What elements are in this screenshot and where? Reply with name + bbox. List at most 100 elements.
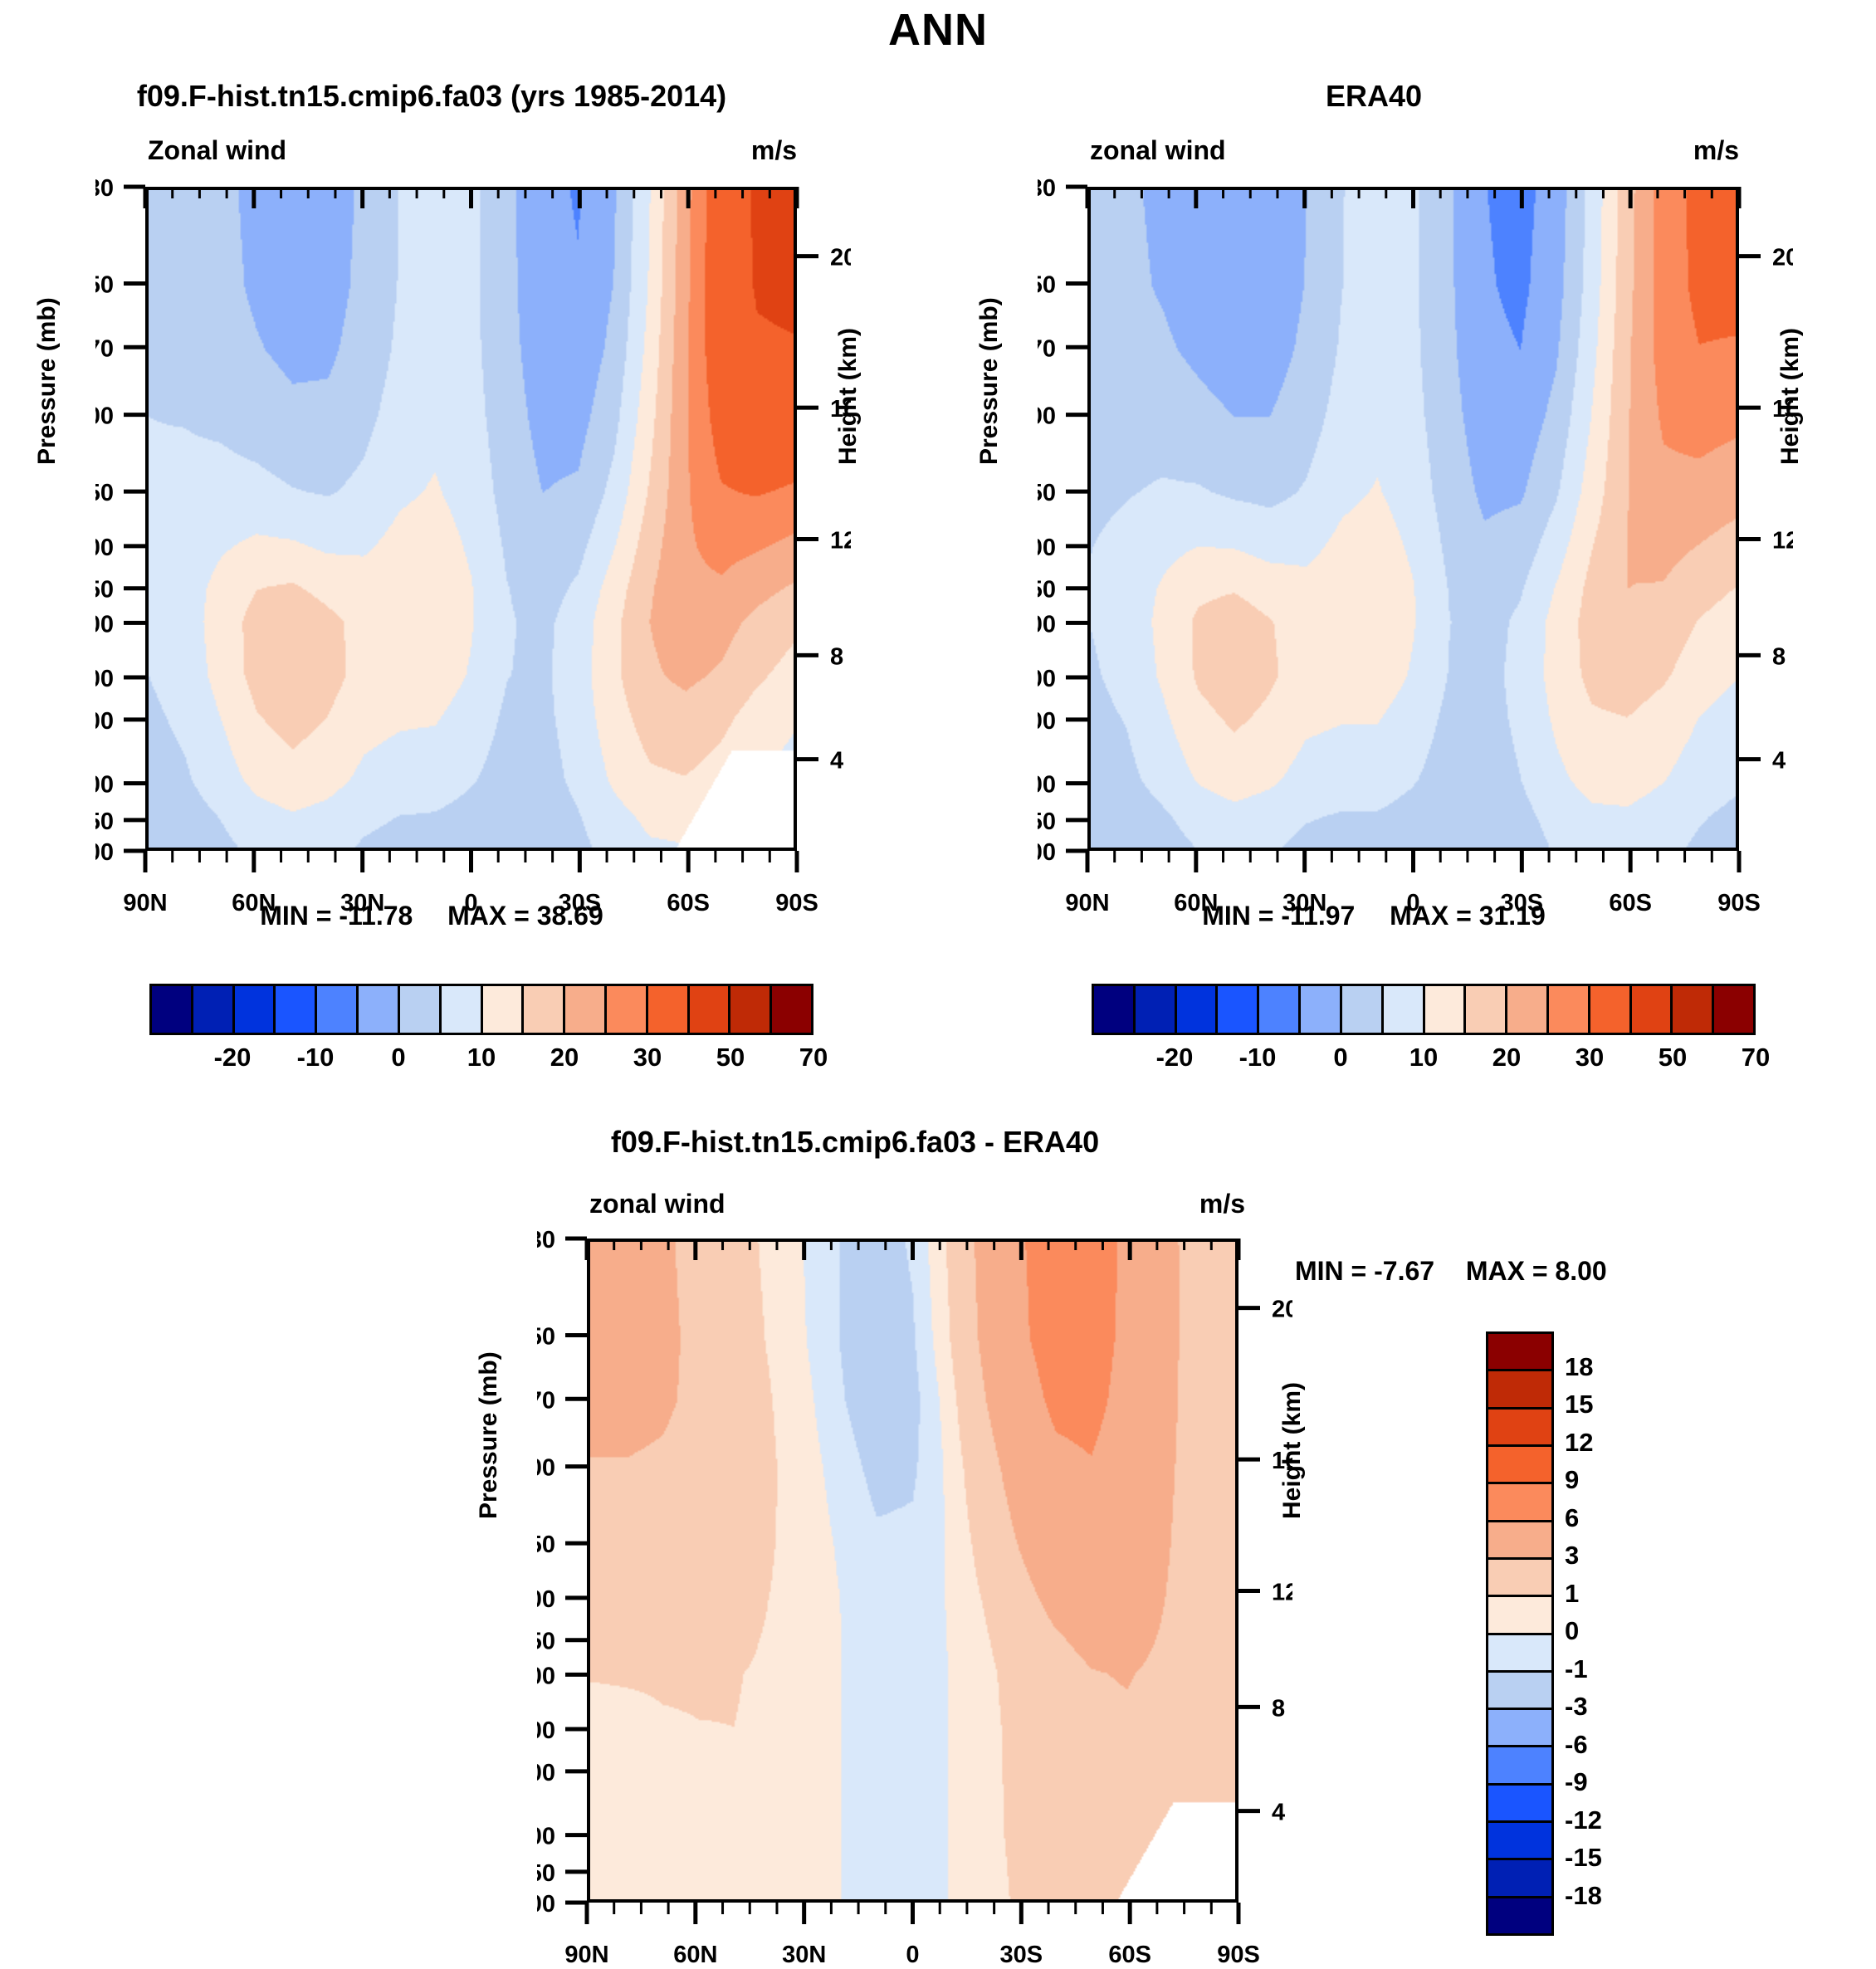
colorbar-tick-label: 9 [1565,1465,1580,1494]
panel-obs-minmax: MIN = -11.97 MAX = 31.19 [942,901,1805,931]
colorbar-tick-label: -10 [1238,1043,1277,1072]
axis-tick-label: 850 [537,1860,555,1887]
colorbar-tick-label: -3 [1565,1692,1588,1721]
axis-tick-label: 1000 [537,1891,555,1918]
axis-tick-label: 850 [95,809,114,835]
axis-tick-label: 90S [1217,1942,1260,1968]
colorbar-cell [482,986,525,1033]
colorbar-cell [276,986,318,1033]
colorbar-cell [1488,1522,1551,1560]
colorbar-cell [399,986,442,1033]
axis-tick-label: 30 [95,175,114,202]
colorbar-tick-label: -18 [1565,1880,1602,1910]
axis-tick-label: 90S [775,890,818,916]
colorbar-diff-labels: 18 15 12 9 6 3 1 0 -1 -3 -6 -9 -12 -15 -18 [1565,1331,1681,1936]
axis-tick-label: 90N [123,890,167,916]
panel-model-units: m/s [750,135,797,165]
axis-tick-label: 60N [232,890,276,916]
colorbar-tick-label: -12 [1565,1805,1602,1835]
colorbar-cell [1218,986,1260,1033]
axis-tick-label: 200 [1038,535,1056,561]
colorbar-cell [359,986,400,1033]
panel-model-ylabel: Pressure (mb) [33,297,61,465]
axis-tick-label: 30 [1038,175,1056,202]
axis-tick-label: 30N [340,890,384,916]
colorbar-cell [234,986,276,1033]
figure-main-title: ANN [888,5,988,55]
axis-tick-label: 20 [1272,1297,1292,1323]
plot-area-obs [1087,187,1739,851]
panel-model: f09.F-hist.tn15.cmip6.fa03 (yrs 1985-201… [0,0,863,1104]
axis-tick-label: 12 [1272,1579,1292,1605]
colorbar-cell [1301,986,1342,1033]
axis-tick-label: 60S [1108,1942,1151,1968]
axis-tick-label: 700 [537,1824,555,1850]
colorbar-cell [647,986,690,1033]
panel-model-max: MAX = 38.69 [447,901,603,931]
colorbar-cell [1488,1409,1551,1447]
axis-tick-label: 70 [95,335,114,362]
panel-diff-minmax: MIN = -7.67 MAX = 8.00 [1295,1256,1607,1287]
axis-tick-label: 200 [95,535,114,561]
axis-tick-label: 700 [1038,772,1056,799]
axis-tick-label: 250 [537,1629,555,1655]
axis-tick-label: 90N [564,1942,608,1968]
axis-tick-label: 4 [1772,748,1786,774]
panel-model-title: f09.F-hist.tn15.cmip6.fa03 (yrs 1985-201… [136,79,727,113]
colorbar-tick-label: 10 [1409,1043,1439,1072]
axis-tick-label: 20 [1772,245,1793,271]
colorbar-cell [1383,986,1425,1033]
axis-tick-label: 12 [830,527,851,554]
colorbar-cell [1176,986,1219,1033]
colorbar-cell [1488,1634,1551,1673]
axis-tick-label: 400 [95,666,114,692]
axis-tick-label: 700 [95,772,114,799]
colorbar-cell [1488,1785,1551,1824]
panel-diff-max: MAX = 8.00 [1465,1256,1607,1286]
axis-tick-label: 300 [95,611,114,638]
colorbar-cell [1135,986,1177,1033]
colorbar-tick-label: 0 [391,1043,406,1072]
axis-tick-label: 0 [1406,890,1419,916]
panel-obs-units: m/s [1693,135,1739,165]
contour-field [149,190,794,848]
panel-obs-title: ERA40 [1325,79,1423,113]
axis-tick-label: 16 [1272,1448,1292,1474]
colorbar-tick-label: 20 [1492,1043,1522,1072]
colorbar-cell [1507,986,1549,1033]
colorbar-cell [1488,1823,1551,1861]
axis-tick-label: 30S [559,890,602,916]
axis-tick-label: 8 [830,643,843,670]
colorbar-cell [1548,986,1590,1033]
axis-tick-label: 50 [537,1324,555,1351]
colorbar-tick-label: -1 [1565,1654,1588,1683]
colorbar-cell [1488,1672,1551,1711]
colorbar-tick-label: 30 [633,1043,662,1072]
axis-tick-label: 150 [95,480,114,506]
colorbar-cell [689,986,731,1033]
contour-field [1091,190,1736,848]
colorbar-cell [1488,1747,1551,1786]
axis-tick-label: 30S [1501,890,1544,916]
panel-obs: ERA40 zonal wind m/s Pressure (mb) Heigh… [942,0,1805,1104]
axis-tick-label: 60N [673,1942,717,1968]
axis-ticks-diff: 90N 60N 30N 0 30S 60S 90S 30 50 70 100 150 200 250 300… [537,1227,1292,1968]
panel-obs-max: MAX = 31.19 [1390,901,1546,931]
colorbar-obs [1092,984,1756,1035]
colorbar-tick-label: -6 [1565,1729,1588,1759]
colorbar-cell [606,986,648,1033]
colorbar-cell [524,986,566,1033]
axis-tick-label: 20 [830,245,851,271]
plot-area-diff [587,1239,1238,1903]
axis-ticks-obs: 90N 60N 30N 0 30S 60S 90S 30 50 70 100 150 200 250 300… [1038,175,1793,916]
panel-diff-units: m/s [1199,1189,1245,1219]
panel-obs-subtitle: zonal wind [1090,135,1226,165]
panel-model-min: MIN = -11.78 [260,901,413,931]
axis-tick-label: 300 [537,1663,555,1689]
axis-tick-label: 100 [95,403,114,430]
colorbar-tick-label: 50 [1658,1043,1688,1072]
colorbar-cell [730,986,773,1033]
panel-diff: f09.F-hist.tn15.cmip6.fa03 - ERA40 zonal… [415,1125,1306,1968]
axis-tick-label: 0 [464,890,477,916]
axis-tick-label: 300 [1038,611,1056,638]
